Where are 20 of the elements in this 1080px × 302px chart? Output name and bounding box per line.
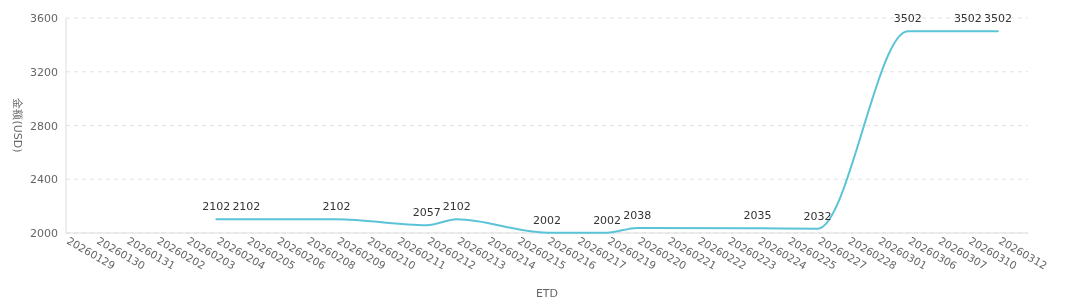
- data-label: 2038: [623, 208, 652, 222]
- data-label: 2002: [593, 213, 622, 227]
- data-label: 2002: [533, 213, 561, 227]
- data-label: 3502: [893, 12, 922, 26]
- data-label: 2102: [322, 200, 351, 214]
- x-axis-title: ETD: [535, 287, 559, 300]
- y-tick-label: 2400: [30, 173, 58, 187]
- y-tick-label: 2000: [30, 227, 58, 240]
- y-tick-label: 2800: [30, 119, 58, 133]
- data-label: 3502: [983, 12, 1012, 26]
- data-label: 2035: [743, 209, 772, 223]
- data-label: 2102: [232, 200, 261, 214]
- data-label: 2102: [442, 200, 471, 214]
- data-label: 2032: [803, 209, 832, 223]
- data-label: 2057: [412, 206, 441, 220]
- y-tick-label: 3600: [30, 12, 58, 25]
- data-label: 2102: [202, 200, 231, 214]
- y-tick-label: 3200: [30, 65, 58, 79]
- data-label: 3502: [953, 12, 982, 26]
- y-axis-title: 金额(USD): [11, 98, 24, 153]
